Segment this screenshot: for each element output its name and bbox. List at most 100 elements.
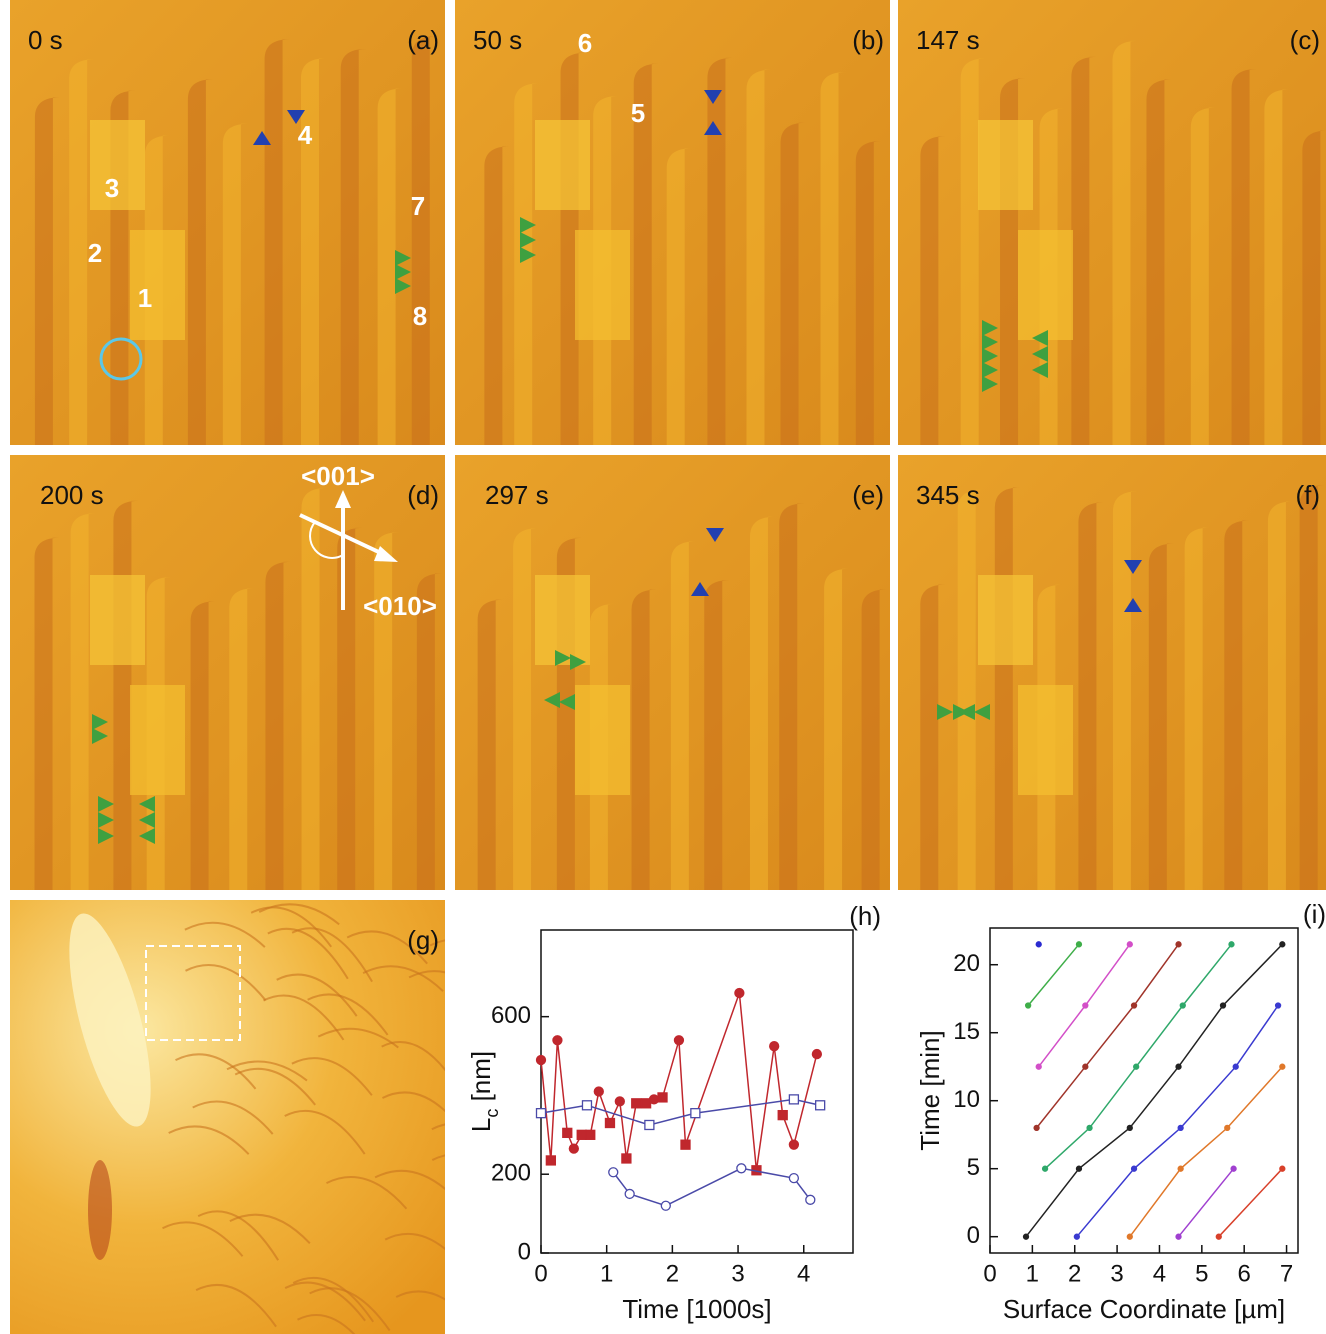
image-panel: 147 s(c) [898, 0, 1326, 445]
terrace [575, 230, 630, 340]
terrace [90, 575, 145, 665]
data-point [537, 1109, 546, 1118]
step-number: 5 [631, 98, 645, 128]
x-tick-label: 1 [600, 1260, 613, 1287]
x-tick-label: 0 [983, 1260, 996, 1287]
x-tick-label: 4 [1153, 1260, 1166, 1287]
direction: <010> [363, 591, 437, 621]
data-point [1127, 1234, 1132, 1239]
y-tick-label: 0 [518, 1238, 531, 1265]
image-panel: (g) [10, 900, 537, 1334]
data-point [1134, 1064, 1139, 1069]
data-point [1132, 1003, 1137, 1008]
time-label: 50 s [473, 25, 522, 55]
panel-letter: (e) [852, 480, 884, 510]
panel-letter: (f) [1295, 480, 1320, 510]
data-point [569, 1144, 578, 1153]
data-point [674, 1036, 683, 1045]
x-tick-label: 2 [1068, 1260, 1081, 1287]
terrace [575, 685, 630, 795]
data-point [1231, 1166, 1236, 1171]
y-tick-label: 20 [953, 950, 980, 977]
data-point [1074, 1234, 1079, 1239]
chart: 012340200600Time [1000s]Lc [nm](h) [466, 901, 881, 1324]
data-point [1216, 1234, 1221, 1239]
data-point [789, 1140, 798, 1149]
data-point [594, 1087, 603, 1096]
data-point [661, 1201, 670, 1210]
data-point [1225, 1125, 1230, 1130]
data-point [586, 1130, 595, 1139]
data-point [605, 1119, 614, 1128]
data-point [1180, 1003, 1185, 1008]
data-point [1036, 1064, 1041, 1069]
data-point [577, 1130, 586, 1139]
step-number: 7 [411, 191, 425, 221]
chart: 0123456705101520Surface Coordinate [µm]T… [915, 899, 1326, 1324]
x-tick-label: 2 [666, 1260, 679, 1287]
data-point [1178, 1125, 1183, 1130]
data-point [1233, 1064, 1238, 1069]
data-point [553, 1036, 562, 1045]
y-label-part: Time [min] [915, 1030, 945, 1150]
step-number: 4 [298, 120, 313, 150]
y-tick-label: 200 [491, 1160, 531, 1187]
terrace [978, 575, 1033, 665]
data-point [1076, 1166, 1081, 1171]
terrace [535, 575, 590, 665]
x-tick-label: 3 [1110, 1260, 1123, 1287]
panel-letter: (h) [849, 901, 881, 931]
data-point [1221, 1003, 1226, 1008]
y-axis-label: Lc [nm] [466, 1051, 502, 1132]
data-point [625, 1189, 634, 1198]
data-point [1043, 1166, 1048, 1171]
x-tick-label: 4 [797, 1260, 810, 1287]
data-point [609, 1168, 618, 1177]
y-label-part: L [466, 1118, 496, 1132]
y-label-part: [nm] [466, 1051, 496, 1109]
terrace [1018, 230, 1073, 340]
y-label-part: c [482, 1109, 502, 1118]
x-tick-label: 0 [534, 1260, 547, 1287]
data-point [1132, 1166, 1137, 1171]
plot-frame [541, 930, 853, 1253]
valley [88, 1160, 112, 1260]
panel-letter: (g) [407, 925, 439, 955]
data-point [816, 1101, 825, 1110]
y-tick-label: 5 [967, 1154, 980, 1181]
data-point [582, 1101, 591, 1110]
terrace [978, 120, 1033, 210]
data-point [649, 1095, 658, 1104]
step-number: 3 [105, 173, 119, 203]
time-label: 147 s [916, 25, 980, 55]
data-point [1036, 942, 1041, 947]
data-point [770, 1042, 779, 1051]
data-point [1083, 1003, 1088, 1008]
data-point [546, 1156, 555, 1165]
data-point [1026, 1003, 1031, 1008]
data-point [615, 1097, 624, 1106]
data-point [1127, 1125, 1132, 1130]
data-point [789, 1174, 798, 1183]
data-point [537, 1055, 546, 1064]
data-point [789, 1095, 798, 1104]
step-number: 1 [138, 283, 152, 313]
panel-letter: (b) [852, 25, 884, 55]
data-point [681, 1140, 690, 1149]
y-tick-label: 0 [967, 1222, 980, 1249]
data-point [1229, 942, 1234, 947]
data-point [563, 1128, 572, 1137]
x-tick-label: 3 [731, 1260, 744, 1287]
data-point [1176, 942, 1181, 947]
time-label: 0 s [28, 25, 63, 55]
data-point [691, 1109, 700, 1118]
x-axis-label: Time [1000s] [622, 1294, 771, 1324]
y-tick-label: 10 [953, 1086, 980, 1113]
image-panel: 297 s(e) [455, 455, 890, 890]
data-point [1280, 942, 1285, 947]
image-panel: 345 s(f) [898, 455, 1326, 890]
x-axis-label: Surface Coordinate [µm] [1003, 1294, 1285, 1324]
y-tick-label: 15 [953, 1018, 980, 1045]
step-number: 6 [578, 28, 592, 58]
